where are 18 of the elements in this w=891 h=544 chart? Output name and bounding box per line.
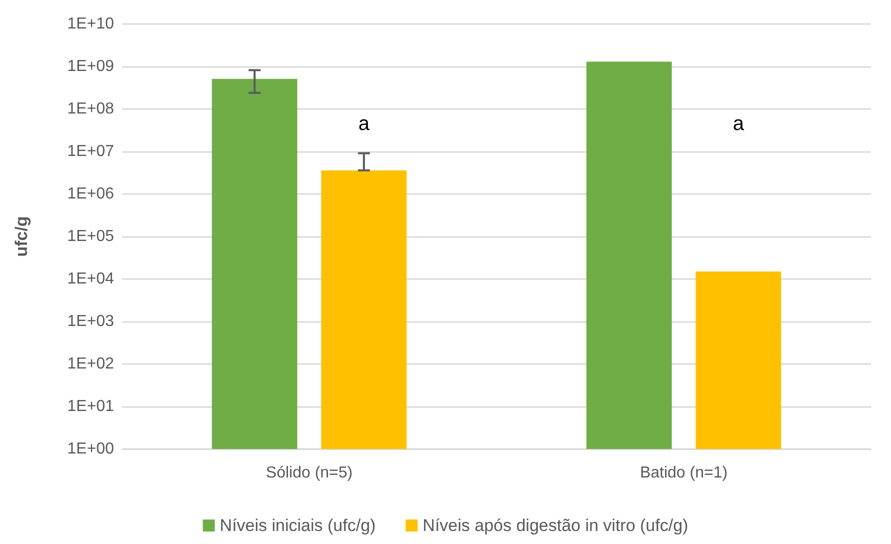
legend-label: Níveis após digestão in vitro (ufc/g) <box>422 516 688 535</box>
annotation: a <box>732 113 745 135</box>
x-tick-label: Sólido (n=5) <box>266 464 353 482</box>
y-axis-title: ufc/g <box>12 216 31 257</box>
y-tick-label: 1E+08 <box>67 100 114 118</box>
y-tick-label: 1E+05 <box>67 228 114 245</box>
y-tick-label: 1E+10 <box>67 16 114 32</box>
y-tick-label: 1E+03 <box>67 313 114 330</box>
legend-label: Níveis iniciais (ufc/g) <box>220 516 376 535</box>
y-tick-label: 1E+09 <box>67 58 114 75</box>
y-tick-label: 1E+04 <box>67 270 114 288</box>
y-tick-label: 1E+07 <box>67 143 114 160</box>
annotation: a <box>358 113 370 135</box>
y-tick-label: 1E+00 <box>67 440 114 458</box>
y-tick-label: 1E+02 <box>67 356 114 372</box>
y-tick-label: 1E+06 <box>67 186 114 202</box>
y-tick-label: 1E+01 <box>67 398 114 415</box>
x-tick-label: Batido (n=1) <box>640 464 728 482</box>
